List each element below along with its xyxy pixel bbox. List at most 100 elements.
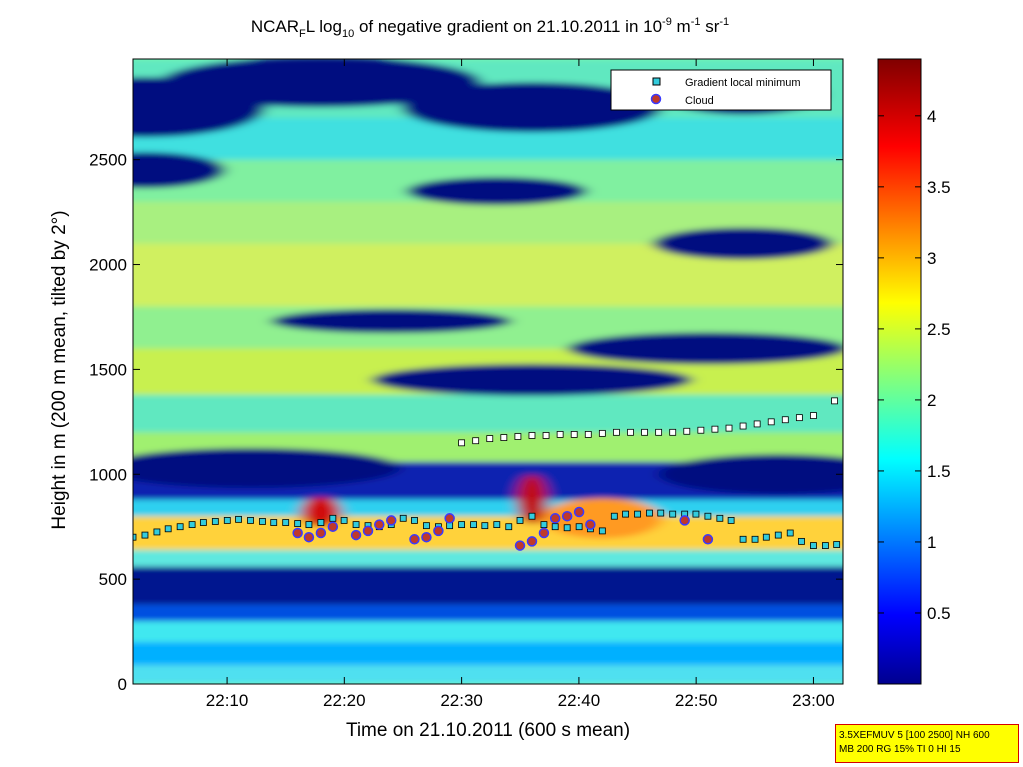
heat-band (133, 499, 843, 517)
x-tick-label: 22:20 (323, 691, 366, 710)
upper-gradient-marker (697, 426, 705, 434)
gradient-min-marker (774, 531, 782, 539)
upper-gradient-marker (641, 428, 648, 436)
chart-title: NCARFL log10 of negative gradient on 21.… (251, 16, 729, 40)
upper-gradient-marker (655, 428, 663, 436)
upper-gradient-marker (500, 434, 508, 441)
cloud-marker (350, 529, 362, 541)
cloud-marker (573, 506, 585, 518)
upper-gradient-marker (739, 422, 747, 430)
upper-gradient-marker (472, 437, 480, 445)
gradient-min-marker (739, 535, 747, 543)
gradient-min-marker (164, 525, 172, 533)
upper-gradient-marker (711, 425, 719, 433)
gradient-min-marker (270, 519, 278, 526)
colorbar-tick-label: 1 (927, 533, 936, 552)
gradient-min-marker (259, 518, 266, 525)
cloud-marker (374, 519, 385, 530)
gradient-min-marker (141, 531, 149, 539)
gradient-min-marker (540, 521, 548, 529)
heat-band (133, 566, 843, 605)
legend-circle-marker (650, 93, 662, 105)
upper-gradient-marker (683, 427, 691, 435)
heat-band (133, 642, 843, 666)
cloud-marker (327, 521, 339, 532)
cloud-marker (385, 515, 397, 526)
upper-gradient-marker (831, 397, 838, 405)
gradient-min-marker (598, 527, 606, 535)
gradient-min-marker (235, 515, 242, 523)
heat-band (133, 394, 843, 433)
gradient-min-marker (786, 529, 794, 537)
gradient-min-marker (822, 542, 829, 549)
heatmap-area (133, 59, 843, 684)
legend-label-cloud: Cloud (685, 95, 714, 107)
gradient-min-marker (551, 523, 559, 531)
x-tick-label: 22:40 (558, 691, 601, 710)
x-tick-label: 23:00 (792, 691, 835, 710)
heat-blob (406, 177, 587, 206)
gradient-min-marker (282, 519, 290, 526)
gradient-min-marker (481, 522, 489, 530)
gradient-min-marker (505, 523, 513, 531)
upper-gradient-marker (458, 439, 466, 447)
gradient-min-marker (329, 514, 337, 522)
marker-layer (133, 397, 841, 551)
colorbar-tick-label: 2.5 (927, 320, 951, 339)
upper-gradient-marker (556, 431, 564, 438)
x-tick-label: 22:30 (440, 691, 483, 710)
gradient-min-marker (199, 519, 207, 526)
heat-blob (542, 498, 663, 539)
upper-gradient-marker (542, 432, 550, 439)
upper-gradient-marker (669, 428, 677, 436)
gradient-min-marker (646, 509, 653, 517)
upper-gradient-marker (781, 416, 789, 424)
gradient-min-marker (528, 512, 536, 520)
y-tick-label: 1500 (89, 360, 127, 379)
cloud-marker (444, 513, 455, 524)
gradient-min-marker (317, 519, 325, 526)
gradient-min-marker (692, 510, 700, 518)
colorbar-tick-label: 2 (927, 391, 936, 410)
gradient-min-marker (704, 512, 712, 520)
upper-gradient-marker (584, 431, 592, 438)
gradient-min-marker (762, 533, 770, 541)
gradient-min-marker (399, 514, 407, 522)
cloud-marker (561, 510, 573, 522)
x-tick-label: 22:10 (206, 691, 249, 710)
y-tick-label: 2000 (89, 256, 127, 275)
upper-gradient-marker (514, 433, 522, 440)
cloud-marker (526, 536, 538, 547)
heat-blob (653, 227, 834, 260)
gradient-min-marker (188, 521, 196, 529)
info-box: 3.5XEFMUV 5 [100 2500] NH 600 MB 200 RG … (835, 724, 1019, 763)
legend-square-marker (652, 77, 661, 86)
y-tick-label: 500 (99, 570, 127, 589)
gradient-min-marker (305, 521, 313, 529)
upper-gradient-marker (753, 420, 761, 428)
heat-blob (160, 59, 481, 108)
plot-frame (132, 58, 844, 685)
upper-gradient-marker (725, 424, 733, 432)
gradient-min-marker (211, 518, 219, 525)
heat-blob (658, 454, 843, 495)
heat-blob (516, 474, 547, 525)
gradient-min-marker (493, 521, 501, 529)
legend: Gradient local minimum Cloud (610, 69, 832, 111)
gradient-min-marker (669, 510, 677, 518)
info-line-1: 3.5XEFMUV 5 [100 2500] NH 600 (839, 730, 990, 741)
gradient-min-marker (133, 533, 137, 541)
gradient-min-marker (727, 517, 735, 524)
upper-gradient-marker (570, 431, 578, 438)
gradient-min-marker (423, 522, 430, 530)
gradient-min-marker (610, 512, 618, 520)
y-tick-label: 0 (118, 675, 127, 694)
heat-band (133, 604, 843, 622)
cloud-marker (409, 534, 420, 545)
colorbar-tick-label: 4 (927, 107, 936, 126)
heat-blob (133, 447, 401, 488)
gradient-min-marker (153, 528, 161, 536)
gradient-min-marker (458, 521, 466, 529)
heat-blob (371, 363, 692, 396)
